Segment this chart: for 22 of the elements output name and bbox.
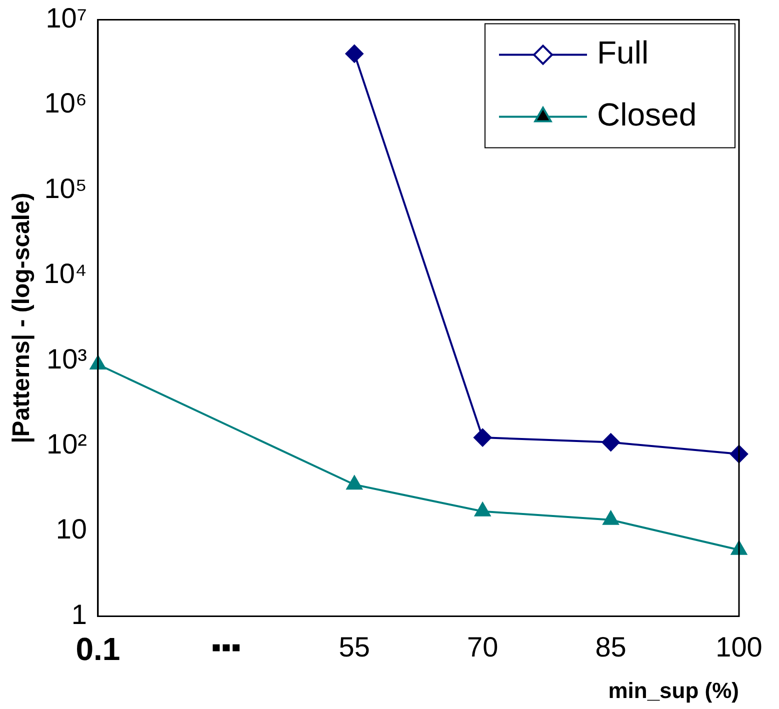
point bbox=[602, 510, 619, 525]
x-tick-label: 0.1 bbox=[76, 631, 120, 668]
y-tick-label: 10 bbox=[56, 514, 87, 545]
y-tick-label: 10⁴ bbox=[44, 258, 87, 290]
y-tick-label: 10³ bbox=[46, 343, 87, 374]
y-tick-label: 1 bbox=[71, 598, 87, 630]
y-tick-label: 10² bbox=[46, 428, 87, 460]
legend-label: Full bbox=[597, 34, 649, 71]
x-tick-label: ▪▪▪ bbox=[211, 632, 242, 663]
x-tick-label: 70 bbox=[467, 632, 498, 663]
x-tick-label: 85 bbox=[595, 632, 626, 663]
x-axis-title: min_sup (%) bbox=[608, 678, 739, 703]
y-tick-label: 10⁵ bbox=[44, 172, 87, 204]
point bbox=[346, 476, 362, 490]
y-axis-title: |Patterns| - (log-scale) bbox=[8, 192, 36, 444]
y-tick-label: 10⁶ bbox=[44, 88, 87, 119]
point bbox=[474, 502, 491, 516]
legend-label: Closed bbox=[597, 96, 697, 133]
x-tick-label: 100 bbox=[716, 632, 762, 663]
point bbox=[345, 44, 364, 63]
x-tick-label: 55 bbox=[338, 632, 370, 663]
y-tick-label: 10⁷ bbox=[46, 2, 87, 34]
